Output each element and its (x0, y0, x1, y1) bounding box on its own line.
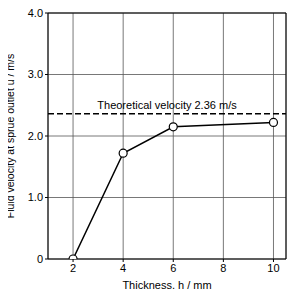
svg-text:0: 0 (37, 253, 43, 265)
svg-text:3.0: 3.0 (28, 68, 43, 80)
svg-text:2.0: 2.0 (28, 130, 43, 142)
svg-text:2: 2 (70, 262, 76, 274)
svg-text:Fluid velocity at sprue outlet: Fluid velocity at sprue outlet u / m/s (8, 54, 16, 219)
svg-text:4.0: 4.0 (28, 8, 43, 19)
svg-text:8: 8 (220, 262, 226, 274)
svg-text:4: 4 (120, 262, 126, 274)
svg-text:Thickness, h / mm: Thickness, h / mm (122, 279, 211, 289)
svg-text:6: 6 (170, 262, 176, 274)
svg-text:Theoretical velocity 2.36 m/s: Theoretical velocity 2.36 m/s (97, 99, 237, 111)
svg-text:10: 10 (267, 262, 279, 274)
svg-text:1.0: 1.0 (28, 191, 43, 203)
